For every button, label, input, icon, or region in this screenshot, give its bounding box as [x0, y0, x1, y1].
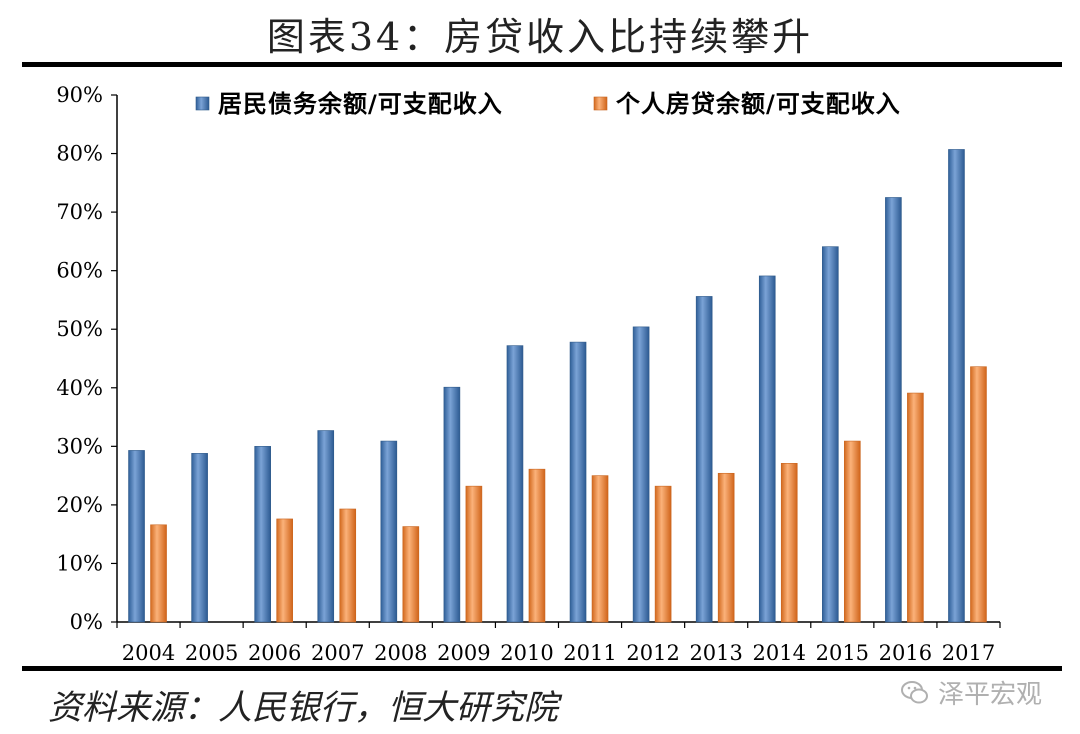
mortgage-income-bar-2009 — [465, 485, 483, 623]
mortgage-income-bar-2007 — [339, 508, 357, 623]
y-tick-label: 20% — [56, 493, 103, 517]
legend-label: 个人房贷余额/可支配收入 — [616, 90, 901, 118]
debt-income-bar-2015 — [822, 246, 839, 623]
debt-income-bar-2009 — [443, 386, 461, 623]
x-tick-label: 2014 — [753, 641, 806, 665]
x-tick-label: 2011 — [563, 641, 616, 665]
wechat-icon — [900, 680, 928, 703]
y-tick-label: 80% — [56, 142, 103, 166]
y-tick-label: 30% — [56, 434, 103, 458]
mortgage-income-bar-2013 — [717, 472, 735, 623]
x-tick-label: 2004 — [122, 641, 175, 665]
source-note: 资料来源：人民银行，恒大研究院 — [48, 688, 558, 728]
legend-swatch — [593, 96, 608, 111]
x-tick-label: 2005 — [185, 641, 238, 665]
mortgage-income-bar-2012 — [654, 485, 672, 623]
mortgage-income-bar-2017 — [970, 366, 987, 623]
watermark: 泽平宏观 — [900, 674, 1042, 711]
debt-income-bar-2004 — [128, 450, 145, 623]
x-tick-label: 2012 — [626, 641, 679, 665]
debt-income-bar-2006 — [254, 446, 271, 623]
x-tick-label: 2006 — [248, 641, 301, 665]
top-rule — [22, 62, 1062, 67]
mortgage-income-bar-2008 — [402, 526, 420, 623]
y-tick-label: 10% — [56, 551, 103, 575]
x-tick-label: 2007 — [311, 641, 364, 665]
y-tick-label: 50% — [56, 317, 103, 341]
x-tick-label: 2016 — [879, 641, 932, 665]
mortgage-income-bar-2010 — [528, 468, 546, 623]
y-tick-label: 90% — [56, 83, 103, 107]
debt-income-bar-2014 — [758, 275, 776, 623]
x-tick-label: 2008 — [374, 641, 427, 665]
figure-title: 图表34：房贷收入比持续攀升 — [266, 15, 814, 59]
debt-income-bar-2017 — [948, 149, 965, 623]
y-tick-label: 70% — [56, 200, 103, 224]
mortgage-income-bar-2004 — [150, 524, 167, 623]
debt-income-bar-2016 — [885, 197, 902, 623]
debt-income-bar-2012 — [632, 326, 650, 623]
mortgage-income-bar-2016 — [907, 392, 924, 623]
debt-income-bar-2010 — [506, 345, 524, 623]
legend-label: 居民债务余额/可支配收入 — [218, 90, 503, 118]
bottom-rule — [22, 666, 1062, 671]
mortgage-income-bar-2015 — [844, 440, 861, 623]
legend-swatch — [195, 96, 210, 111]
mortgage-income-bar-2011 — [591, 475, 609, 623]
debt-income-bar-2008 — [380, 440, 398, 623]
watermark-text: 泽平宏观 — [937, 680, 1042, 710]
y-tick-label: 0% — [70, 610, 103, 634]
debt-income-bar-2013 — [695, 296, 713, 623]
mortgage-income-bar-2006 — [276, 518, 293, 623]
debt-income-bar-2011 — [569, 341, 587, 623]
mortgage-income-bar-2014 — [780, 463, 798, 623]
y-tick-label: 40% — [56, 376, 103, 400]
x-tick-label: 2017 — [942, 641, 995, 665]
debt-income-bar-2007 — [317, 430, 335, 623]
x-tick-label: 2013 — [689, 641, 742, 665]
debt-income-bar-2005 — [191, 453, 208, 623]
x-tick-label: 2010 — [500, 641, 553, 665]
x-tick-label: 2009 — [437, 641, 490, 665]
x-tick-label: 2015 — [816, 641, 869, 665]
y-tick-label: 60% — [56, 259, 103, 283]
